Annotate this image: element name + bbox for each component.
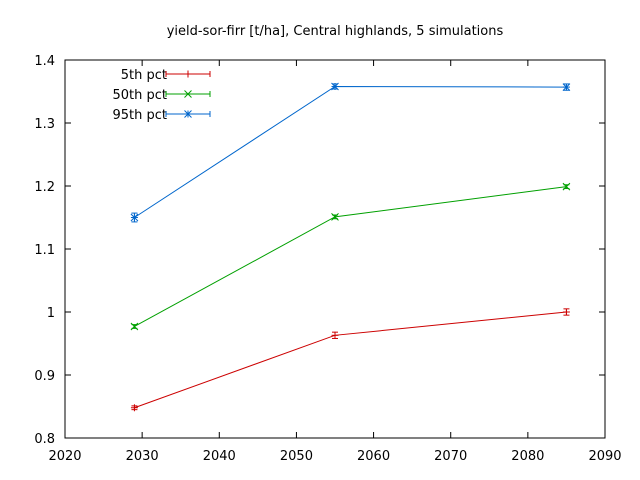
x-tick-label: 2050 (280, 449, 313, 464)
data-point-marker (184, 70, 192, 78)
data-point-marker (562, 308, 570, 316)
series-50th-pct (130, 182, 571, 331)
series-layer (130, 82, 571, 412)
data-point-marker (331, 213, 339, 221)
legend-label: 95th pct (112, 108, 167, 123)
y-tick-label: 1 (47, 306, 55, 321)
data-point-marker (331, 82, 339, 91)
y-tick-label: 0.8 (34, 432, 55, 447)
chart-title: yield-sor-firr [t/ha], Central highlands… (167, 24, 504, 39)
data-point-marker (130, 404, 138, 412)
x-axis: 2020 2030 2040 2050 2060 2070 2080 2090 (48, 60, 622, 464)
data-point-marker (562, 182, 571, 191)
series-line (134, 186, 567, 327)
series-95th-pct (130, 82, 571, 223)
data-point-marker (130, 322, 139, 331)
legend-label: 50th pct (112, 88, 167, 103)
x-tick-label: 2080 (511, 449, 544, 464)
y-tick-label: 0.9 (34, 369, 55, 384)
x-tick-label: 2040 (203, 449, 236, 464)
x-tick-label: 2090 (588, 449, 621, 464)
series-line (134, 85, 567, 218)
y-tick-label: 1.2 (34, 180, 55, 195)
x-tick-label: 2030 (126, 449, 159, 464)
y-tick-label: 1.4 (34, 54, 55, 69)
y-tick-label: 1.1 (34, 243, 55, 258)
data-point-marker (562, 83, 571, 91)
x-tick-label: 2020 (48, 449, 81, 464)
series-5th-pct (130, 308, 570, 412)
legend-item: 5th pct (121, 68, 211, 83)
x-tick-label: 2060 (357, 449, 390, 464)
data-point-marker (184, 90, 192, 98)
legend-item: 50th pct (112, 88, 211, 103)
data-point-marker (184, 110, 192, 118)
y-tick-label: 1.3 (34, 117, 55, 132)
y-axis: 0.8 0.9 1 1.1 1.2 1.3 1.4 (34, 54, 605, 447)
legend-label: 5th pct (121, 68, 167, 83)
data-point-marker (331, 331, 339, 339)
series-line (134, 311, 567, 409)
data-point-marker (130, 213, 139, 222)
x-tick-label: 2070 (434, 449, 467, 464)
legend: 5th pct 50th pct 95th pct (112, 68, 211, 123)
legend-item: 95th pct (112, 108, 211, 123)
